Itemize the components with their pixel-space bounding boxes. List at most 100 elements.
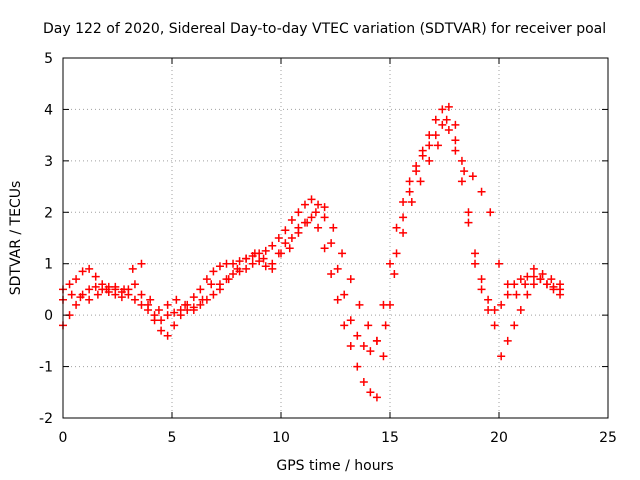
- data-point: [451, 136, 460, 145]
- data-point: [405, 187, 414, 196]
- y-tick-label: 2: [44, 205, 53, 221]
- data-point: [198, 295, 207, 304]
- data-point: [242, 264, 251, 273]
- data-point: [248, 259, 257, 268]
- data-point: [333, 295, 342, 304]
- data-point: [294, 208, 303, 217]
- data-point: [495, 259, 503, 268]
- data-point: [529, 264, 538, 273]
- data-point: [468, 172, 477, 181]
- data-point: [130, 280, 139, 289]
- data-point: [137, 259, 146, 268]
- data-point: [285, 244, 294, 253]
- data-point: [120, 285, 129, 294]
- data-point: [405, 177, 414, 186]
- data-point: [329, 223, 338, 232]
- data-point: [547, 275, 556, 284]
- data-point: [85, 264, 94, 273]
- data-point: [490, 321, 499, 330]
- data-point: [366, 347, 375, 356]
- data-point: [274, 234, 283, 242]
- data-point: [536, 275, 545, 284]
- data-point: [207, 280, 216, 289]
- data-point: [78, 267, 87, 276]
- data-point: [516, 275, 525, 284]
- x-tick-label: 5: [168, 430, 177, 446]
- data-point: [392, 249, 401, 258]
- data-point: [416, 177, 425, 186]
- data-point: [196, 300, 205, 309]
- data-point: [353, 362, 362, 371]
- data-point: [529, 272, 538, 281]
- data-point: [542, 280, 551, 289]
- data-point: [359, 378, 368, 386]
- data-point: [67, 290, 76, 299]
- data-point: [170, 321, 179, 330]
- y-tick-label: -1: [39, 360, 53, 376]
- data-point: [277, 249, 285, 258]
- data-point: [484, 306, 493, 314]
- data-point: [176, 311, 185, 320]
- data-point: [521, 280, 530, 289]
- data-point: [268, 241, 277, 250]
- y-tick-label: 5: [44, 51, 53, 67]
- data-point: [150, 316, 159, 325]
- data-point: [202, 275, 211, 284]
- data-point: [549, 285, 558, 294]
- data-point: [181, 300, 190, 309]
- data-point: [327, 239, 336, 248]
- data-point: [314, 223, 323, 232]
- data-point: [314, 200, 323, 209]
- grid-lines: [63, 58, 608, 418]
- y-tick-label: 3: [44, 154, 53, 170]
- data-point: [556, 290, 565, 299]
- data-point: [372, 336, 381, 345]
- x-tick-label: 20: [490, 430, 508, 446]
- data-point: [497, 352, 506, 361]
- data-point: [340, 290, 349, 299]
- data-point: [281, 226, 290, 235]
- data-point: [399, 198, 408, 206]
- data-point: [529, 280, 538, 289]
- data-point: [438, 120, 447, 129]
- x-tick-label: 10: [272, 430, 290, 446]
- data-point: [451, 120, 460, 129]
- data-point: [311, 208, 320, 217]
- data-point: [144, 300, 153, 309]
- data-point: [556, 280, 565, 289]
- data-point: [425, 141, 434, 150]
- data-point: [215, 262, 224, 271]
- x-tick-label: 25: [599, 430, 617, 446]
- data-point: [444, 126, 453, 134]
- y-tick-label: -2: [39, 411, 53, 427]
- data-point: [154, 306, 163, 314]
- series-track-c: [59, 115, 565, 345]
- data-point: [464, 208, 473, 217]
- data-point: [261, 262, 270, 271]
- data-point: [464, 218, 473, 227]
- data-point: [477, 187, 486, 196]
- data-point: [407, 198, 416, 206]
- data-point: [102, 285, 111, 294]
- data-point: [346, 342, 355, 350]
- data-point: [338, 249, 347, 258]
- data-point: [442, 115, 451, 124]
- data-point: [209, 290, 218, 299]
- data-point: [261, 246, 270, 255]
- data-point: [229, 270, 238, 278]
- data-point: [366, 388, 375, 397]
- data-point: [300, 200, 309, 209]
- y-axis-title: SDTVAR / TECUs: [8, 181, 24, 296]
- data-point: [477, 275, 486, 284]
- data-point: [431, 131, 440, 140]
- y-tick-label: 0: [44, 308, 53, 324]
- data-point: [503, 280, 512, 289]
- data-point: [503, 336, 512, 345]
- data-point: [538, 270, 547, 278]
- data-point: [355, 300, 364, 309]
- x-tick-label: 0: [59, 430, 68, 446]
- data-point: [268, 264, 277, 273]
- data-point: [233, 264, 242, 273]
- data-point: [399, 213, 408, 222]
- data-point: [418, 151, 427, 160]
